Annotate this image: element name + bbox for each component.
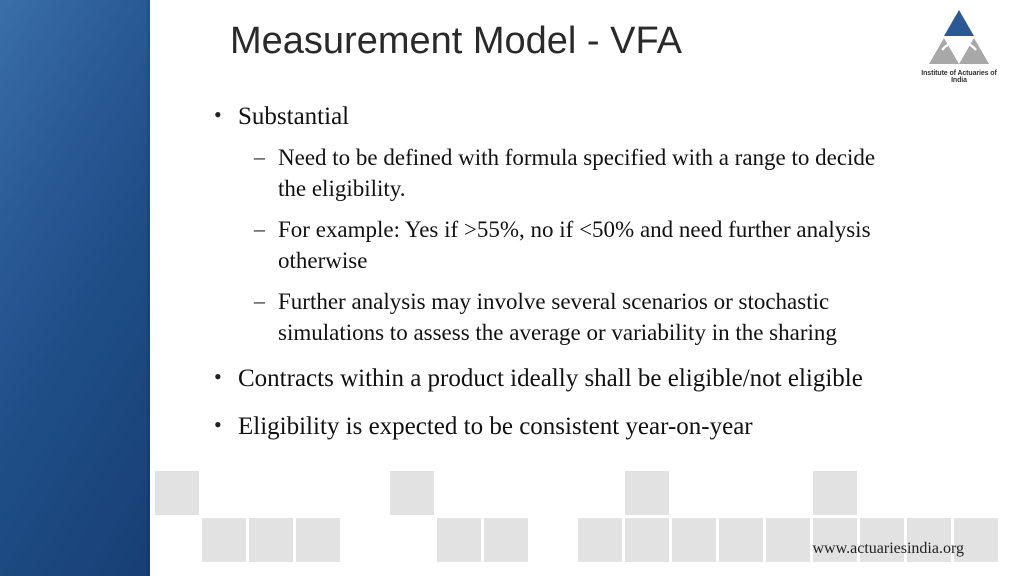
bullet-2: Contracts within a product ideally shall…: [210, 362, 900, 396]
decor-square: [390, 471, 434, 515]
left-sidebar-decor: [0, 0, 150, 576]
decor-square: [625, 471, 669, 515]
slide-title: Measurement Model - VFA: [230, 20, 682, 63]
slide-content: Measurement Model - VFA Institute of Act…: [150, 0, 1024, 576]
decor-square: [766, 518, 810, 562]
body-list: Substantial Need to be defined with form…: [210, 100, 900, 458]
decor-square: [249, 518, 293, 562]
decor-square: [155, 471, 199, 515]
decor-square: [202, 518, 246, 562]
decor-square: [625, 518, 669, 562]
sub-bullet-2: For example: Yes if >55%, no if <50% and…: [238, 214, 900, 276]
decor-square: [484, 518, 528, 562]
bullet-1-text: Substantial: [238, 103, 349, 130]
sub-bullet-1: Need to be defined with formula specifie…: [238, 142, 900, 204]
slide: Measurement Model - VFA Institute of Act…: [0, 0, 1024, 576]
bullet-3: Eligibility is expected to be consistent…: [210, 410, 900, 444]
logo-caption: Institute of Actuaries of India: [914, 70, 1004, 84]
footer-url: www.actuariesindia.org: [812, 540, 964, 558]
logo: Institute of Actuaries of India: [914, 10, 1004, 95]
decor-square: [719, 518, 763, 562]
decor-square: [578, 518, 622, 562]
decor-square: [296, 518, 340, 562]
logo-icon: [922, 10, 996, 68]
bullet-1: Substantial Need to be defined with form…: [210, 100, 900, 348]
decor-square: [437, 518, 481, 562]
sub-bullet-3: Further analysis may involve several sce…: [238, 286, 900, 348]
decor-square: [672, 518, 716, 562]
decor-square: [813, 471, 857, 515]
